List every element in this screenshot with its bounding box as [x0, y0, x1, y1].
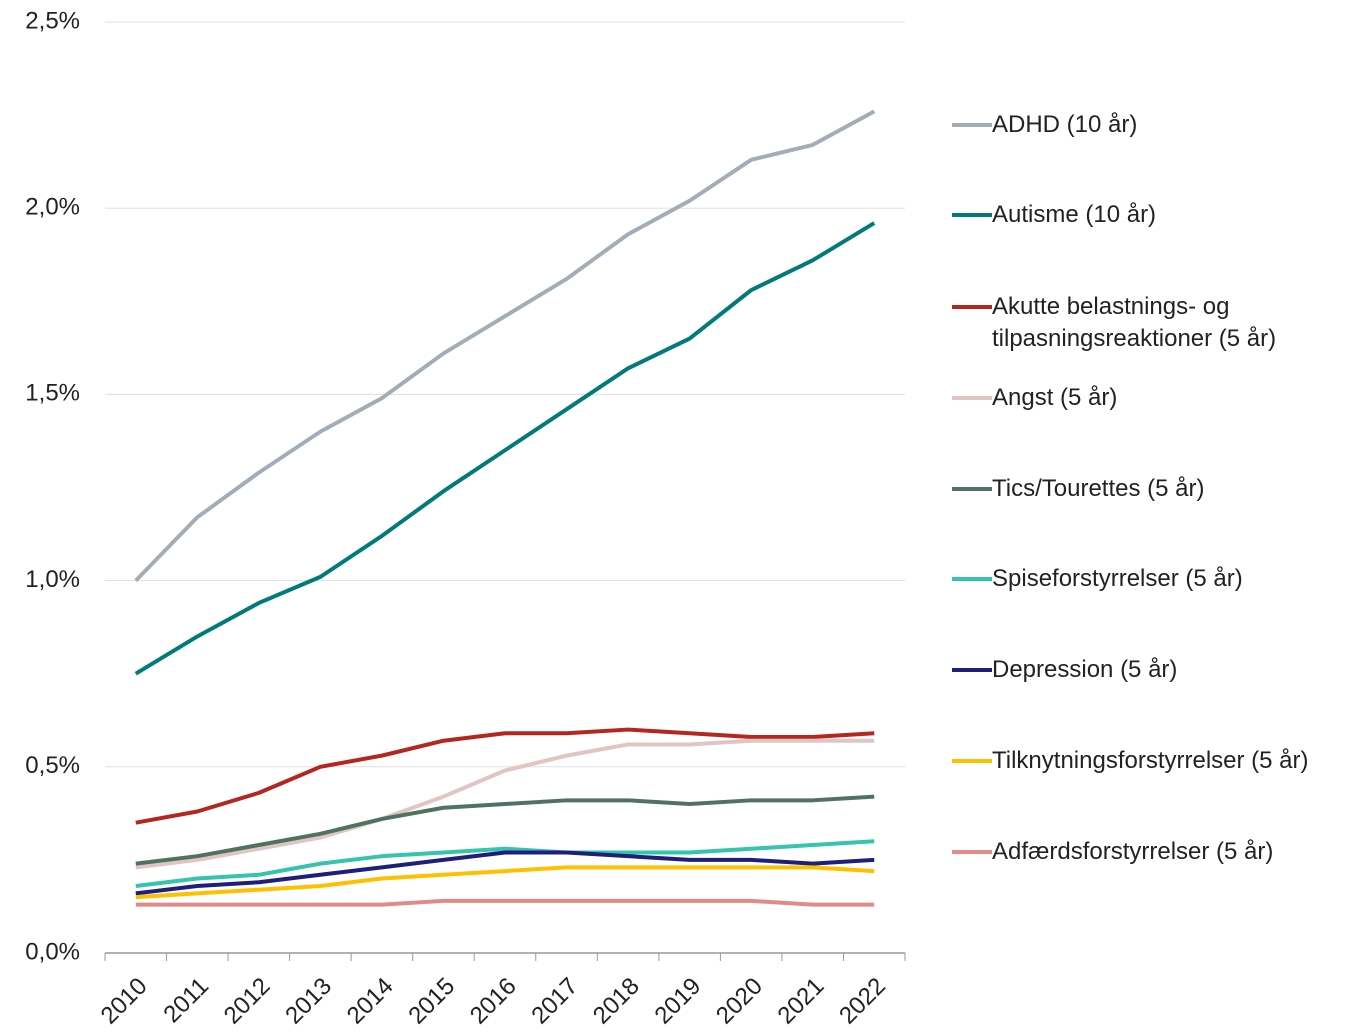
legend-swatch	[952, 305, 992, 309]
x-tick-label: 2011	[158, 973, 214, 1029]
x-tick-label: 2018	[588, 973, 645, 1030]
x-tick-label: 2015	[403, 973, 460, 1030]
legend-item: Autisme (10 år)	[952, 199, 1368, 231]
y-tick-label: 0,5%	[25, 752, 80, 779]
legend-swatch	[952, 487, 992, 491]
legend-label: Akutte belastnings- og tilpasningsreakti…	[992, 293, 1277, 352]
series-line	[135, 865, 875, 900]
series-line	[135, 850, 875, 896]
legend-item: Adfærdsforstyrrelser (5 år)	[952, 836, 1368, 868]
legend-label: Tics/Tourettes (5 år)	[992, 475, 1205, 502]
x-tick-label: 2020	[711, 973, 768, 1030]
legend-item: Depression (5 år)	[952, 654, 1368, 686]
x-tick-label: 2013	[280, 973, 337, 1030]
y-tick-label: 0,0%	[25, 938, 80, 965]
legend-item: Angst (5 år)	[952, 382, 1368, 414]
y-tick-label: 2,0%	[25, 194, 80, 221]
x-tick-label: 2016	[465, 973, 522, 1030]
y-tick-label: 1,0%	[25, 566, 80, 593]
legend-swatch	[952, 396, 992, 400]
x-tick-label: 2012	[219, 973, 276, 1030]
x-tick-label: 2021	[773, 973, 830, 1030]
legend-swatch	[952, 850, 992, 854]
legend-item: ADHD (10 år)	[952, 109, 1368, 141]
series-line	[135, 738, 875, 870]
legend-label: Autisme (10 år)	[992, 201, 1157, 228]
legend-label: Depression (5 år)	[992, 656, 1178, 683]
series-line	[135, 839, 875, 888]
legend-label: ADHD (10 år)	[992, 111, 1138, 138]
legend-item: Tics/Tourettes (5 år)	[952, 473, 1368, 505]
legend-label: Angst (5 år)	[992, 384, 1118, 411]
series-line	[135, 898, 875, 907]
x-tick-label: 2010	[96, 973, 153, 1030]
series-line	[134, 221, 876, 676]
x-tick-label: 2022	[834, 973, 891, 1030]
legend-swatch	[952, 577, 992, 581]
x-tick-label: 2019	[649, 973, 706, 1030]
series-line	[135, 794, 875, 866]
x-tick-label: 2017	[526, 973, 583, 1030]
legend-swatch	[952, 759, 992, 763]
legend-label: Adfærdsforstyrrelser (5 år)	[992, 838, 1274, 865]
legend-item: Akutte belastnings- og tilpasningsreakti…	[952, 291, 1368, 355]
series-line	[135, 727, 875, 825]
legend-swatch	[952, 668, 992, 672]
legend-swatch	[952, 123, 992, 127]
series-line	[134, 109, 876, 582]
legend-item: Spiseforstyrrelser (5 år)	[952, 563, 1368, 595]
y-tick-label: 1,5%	[25, 380, 80, 407]
x-tick-label: 2014	[342, 973, 399, 1030]
legend-item: Tilknytningsforstyrrelser (5 år)	[952, 745, 1368, 777]
legend-label: Spiseforstyrrelser (5 år)	[992, 565, 1243, 592]
legend-swatch	[952, 213, 992, 217]
legend-label: Tilknytningsforstyrrelser (5 år)	[992, 747, 1309, 774]
y-tick-label: 2,5%	[25, 7, 80, 34]
